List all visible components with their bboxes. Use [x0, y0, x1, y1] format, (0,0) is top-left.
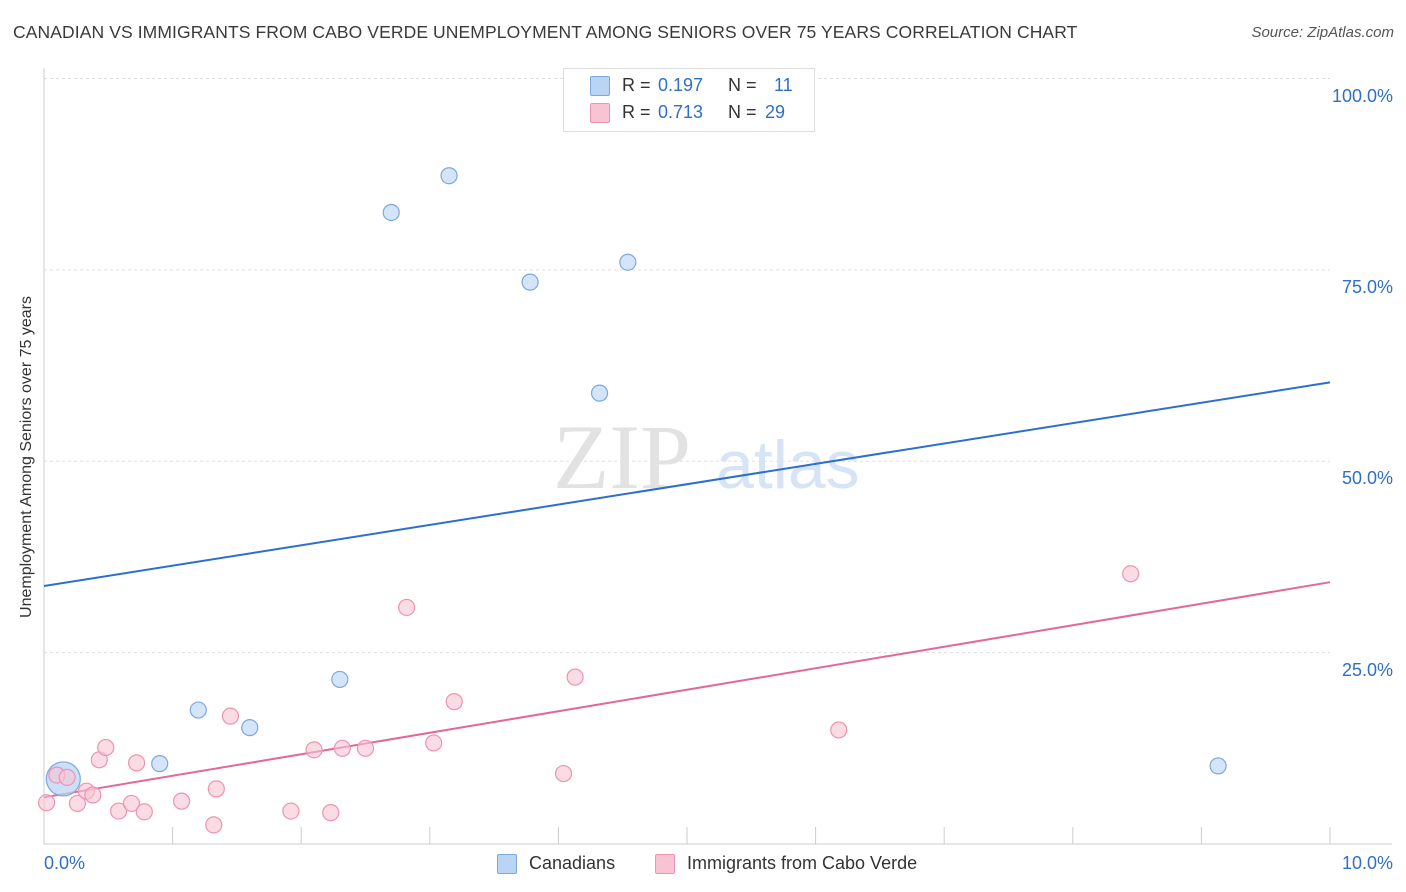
- cabo-point-25: [566, 668, 584, 686]
- axes: [43, 68, 1392, 845]
- cabo-point-23: [445, 693, 463, 711]
- canadians-point-8: [590, 384, 609, 402]
- canadians-n-value: 11: [774, 75, 793, 95]
- chart-title: CANADIAN VS IMMIGRANTS FROM CABO VERDE U…: [13, 22, 1078, 42]
- cabo-n-label: N =: [728, 102, 757, 122]
- cabo-swatch: [590, 103, 610, 123]
- cabo-point-12: [173, 792, 191, 810]
- cabo-legend-swatch: [655, 854, 675, 874]
- cabo-point-20: [356, 739, 375, 757]
- cabo-n-value: 29: [765, 102, 786, 122]
- cabo-point-3: [68, 794, 87, 813]
- x-tick-min: 0.0%: [44, 853, 86, 873]
- canadians-n-label: N =: [728, 75, 757, 95]
- canadians-point-6: [440, 167, 458, 185]
- cabo-point-9: [122, 794, 141, 813]
- watermark-zip: ZIP: [553, 406, 691, 508]
- cabo-point-27: [1122, 565, 1140, 583]
- cabo-point-14: [207, 780, 225, 798]
- canadians-point-5: [382, 203, 400, 222]
- cabo-point-18: [322, 804, 340, 822]
- cabo-point-8: [109, 802, 128, 820]
- cabo-point-16: [282, 802, 300, 820]
- cabo-point-26: [830, 721, 848, 739]
- cabo-point-7: [97, 738, 115, 757]
- y-tick-25: 25.0%: [1341, 660, 1393, 680]
- y-tick-50: 50.0%: [1341, 468, 1393, 488]
- canadians-r-label: R =: [622, 75, 651, 95]
- canadians-swatch: [590, 76, 610, 96]
- canadians-point-9: [619, 253, 637, 271]
- canadians-point-7: [521, 273, 539, 291]
- cabo-r-value: 0.713: [658, 102, 704, 122]
- cabo-point-2: [58, 768, 76, 787]
- cabo-point-19: [333, 739, 351, 757]
- cabo-trend-line: [43, 581, 1331, 799]
- cabo-point-5: [84, 786, 102, 804]
- canadians-point-1: [151, 755, 169, 773]
- x-tick-max: 10.0%: [1341, 853, 1393, 873]
- y-axis-label: Unemployment Among Seniors over 75 years: [18, 296, 35, 618]
- canadians-r-value: 0.197: [658, 75, 704, 95]
- source-credit: Source: ZipAtlas.com: [1251, 24, 1394, 41]
- cabo-point-11: [135, 803, 153, 821]
- grid-lines: [44, 78, 1330, 654]
- data-points: [37, 167, 1227, 834]
- cabo-point-17: [305, 741, 323, 759]
- cabo-point-21: [398, 598, 416, 617]
- y-tick-75: 75.0%: [1341, 277, 1393, 297]
- canadians-point-4: [331, 670, 349, 689]
- canadians-legend-label: Canadians: [529, 853, 616, 873]
- cabo-r-label: R =: [622, 102, 651, 122]
- canadians-point-10: [1209, 757, 1227, 775]
- cabo-point-15: [221, 707, 240, 725]
- cabo-point-13: [205, 816, 223, 834]
- correlation-legend: R = 0.197 N = 11 R = 0.713 N = 29: [563, 68, 815, 132]
- canadians-point-2: [189, 701, 207, 719]
- cabo-point-0: [37, 794, 56, 812]
- cabo-legend-label: Immigrants from Cabo Verde: [687, 853, 918, 873]
- canadians-point-3: [241, 719, 259, 737]
- watermark-atlas: atlas: [716, 427, 860, 503]
- cabo-point-10: [127, 754, 146, 772]
- trend-lines: [43, 381, 1331, 799]
- canadians-trend-line: [43, 381, 1331, 588]
- cabo-point-22: [425, 734, 443, 752]
- cabo-point-24: [554, 764, 573, 783]
- y-tick-100: 100.0%: [1331, 86, 1393, 106]
- canadians-legend-swatch: [497, 854, 517, 874]
